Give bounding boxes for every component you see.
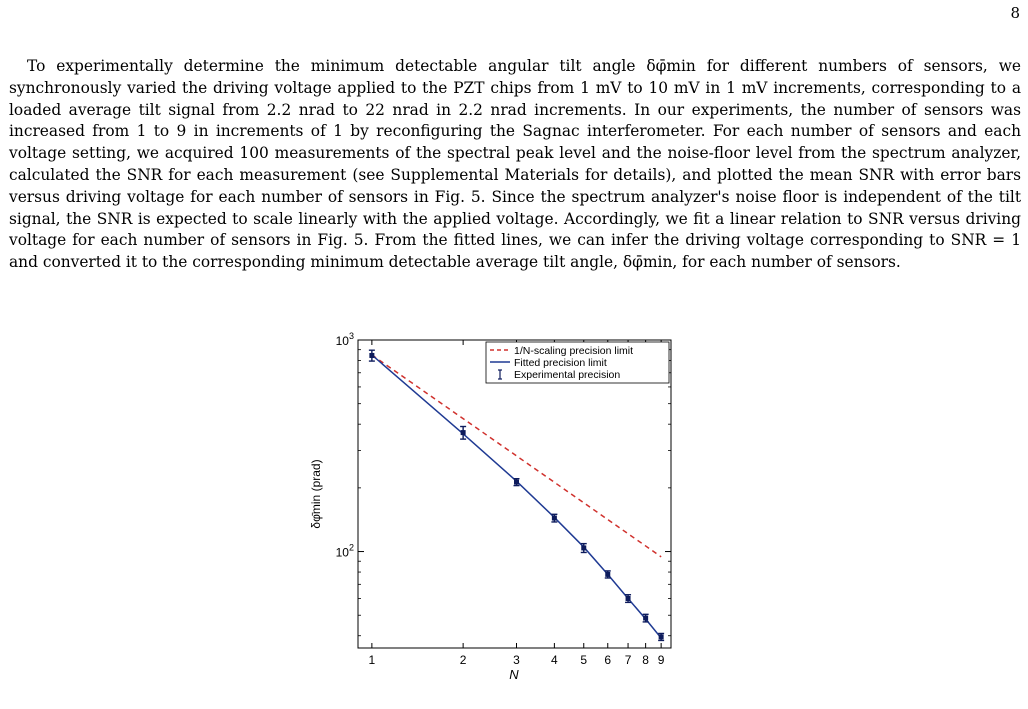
experimental-point [580, 542, 587, 554]
legend-box [485, 341, 670, 384]
experimental-point [642, 613, 649, 623]
experimental-point [513, 477, 520, 487]
legend: 1/N-scaling precision limit Fitted preci… [485, 341, 670, 384]
x-tick-label: 8 [642, 653, 649, 667]
data-point-marker [369, 352, 375, 358]
x-tick-label: 3 [513, 653, 520, 667]
data-point-marker [514, 479, 520, 485]
experimental-point [625, 594, 632, 604]
data-point-marker [581, 545, 587, 551]
x-tick-label: 4 [551, 653, 558, 667]
page-number: 8 [1010, 4, 1020, 22]
data-point-marker [551, 515, 557, 521]
experimental-point [604, 570, 611, 579]
x-tick-label: 9 [658, 653, 665, 667]
data-point-marker [643, 615, 649, 621]
experimental-point [658, 632, 665, 642]
body-paragraph: To experimentally determine the minimum … [9, 57, 1021, 272]
data-point-marker [605, 571, 611, 577]
scaling-limit-line [371, 354, 662, 558]
legend-label-scaling: 1/N-scaling precision limit [514, 345, 633, 357]
x-tick-label: 5 [580, 653, 587, 667]
x-tick-label: 6 [604, 653, 611, 667]
legend-label-experimental: Experimental precision [514, 369, 620, 381]
x-tick-label: 7 [625, 653, 632, 667]
x-tick-label: 2 [460, 653, 467, 667]
data-point-marker [460, 430, 466, 436]
x-tick-label: 1 [369, 653, 376, 667]
legend-errorbar-swatch [498, 369, 502, 380]
experimental-point [460, 425, 467, 440]
legend-label-fitted: Fitted precision limit [514, 357, 607, 369]
experimental-point [551, 513, 558, 523]
precision-chart: δφ̄min (prad) N 1/N-scaling precision li… [300, 326, 720, 684]
x-axis-label: N [509, 667, 519, 682]
experimental-point [368, 349, 375, 362]
data-point-marker [658, 634, 664, 640]
y-tick-label: 103 [336, 331, 354, 348]
data-point-marker [625, 595, 631, 601]
y-axis-label: δφ̄min (prad) [309, 459, 323, 528]
figure-5-plot: δφ̄min (prad) N 1/N-scaling precision li… [300, 326, 720, 684]
plot-frame [357, 339, 672, 649]
y-tick-label: 102 [336, 543, 354, 560]
